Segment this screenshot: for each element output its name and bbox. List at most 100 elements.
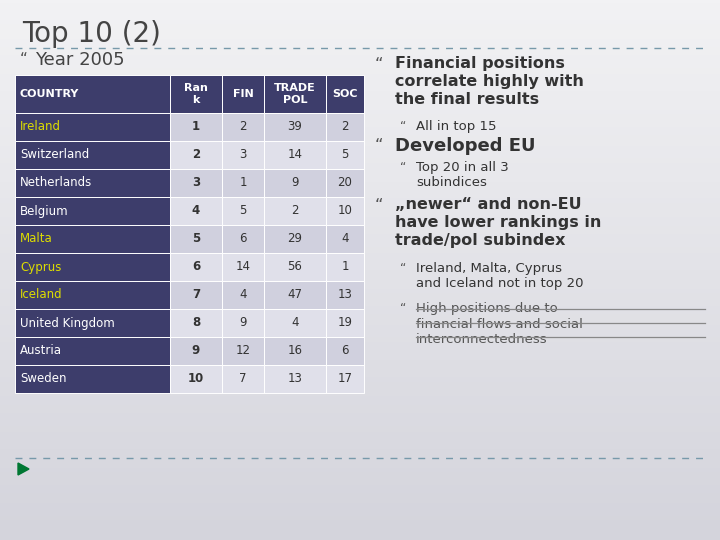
Bar: [264, 169, 326, 197]
Bar: [264, 141, 326, 169]
Text: Netherlands: Netherlands: [20, 177, 92, 190]
Text: 47: 47: [287, 288, 302, 301]
Bar: [264, 281, 326, 309]
Bar: [222, 281, 264, 309]
Bar: [170, 253, 222, 281]
Bar: [15, 281, 170, 309]
Bar: [326, 197, 364, 225]
Text: 9: 9: [292, 177, 299, 190]
Text: 7: 7: [192, 288, 200, 301]
Bar: [264, 113, 326, 141]
Text: 2: 2: [192, 148, 200, 161]
Text: 5: 5: [192, 233, 200, 246]
Bar: [170, 197, 222, 225]
Text: 17: 17: [338, 373, 353, 386]
Text: United Kingdom: United Kingdom: [20, 316, 114, 329]
Text: Switzerland: Switzerland: [20, 148, 89, 161]
Bar: [170, 75, 222, 113]
Text: Iceland: Iceland: [20, 288, 63, 301]
Bar: [326, 253, 364, 281]
Text: “: “: [400, 262, 406, 275]
Bar: [15, 337, 170, 365]
Text: 56: 56: [287, 260, 302, 273]
Bar: [222, 309, 264, 337]
Text: 6: 6: [192, 260, 200, 273]
Bar: [222, 141, 264, 169]
Text: 1: 1: [192, 120, 200, 133]
Bar: [326, 225, 364, 253]
Bar: [264, 337, 326, 365]
Text: “: “: [400, 302, 406, 315]
Text: 12: 12: [235, 345, 251, 357]
Text: 1: 1: [239, 177, 247, 190]
Text: “: “: [375, 56, 384, 74]
Bar: [222, 253, 264, 281]
Text: High positions due to
financial flows and social
interconnectedness: High positions due to financial flows an…: [416, 302, 583, 346]
Bar: [264, 253, 326, 281]
Text: 7: 7: [239, 373, 247, 386]
Text: 4: 4: [341, 233, 348, 246]
Text: Ireland, Malta, Cyprus
and Iceland not in top 20: Ireland, Malta, Cyprus and Iceland not i…: [416, 262, 583, 291]
Bar: [326, 113, 364, 141]
Text: FIN: FIN: [233, 89, 253, 99]
Bar: [15, 197, 170, 225]
Text: Austria: Austria: [20, 345, 62, 357]
Text: TRADE
POL: TRADE POL: [274, 83, 316, 105]
Text: All in top 15: All in top 15: [416, 120, 497, 133]
Text: SOC: SOC: [332, 89, 358, 99]
Text: COUNTRY: COUNTRY: [20, 89, 79, 99]
Text: 8: 8: [192, 316, 200, 329]
Bar: [264, 197, 326, 225]
Text: “: “: [375, 197, 384, 215]
Text: 4: 4: [239, 288, 247, 301]
Bar: [170, 141, 222, 169]
Bar: [15, 141, 170, 169]
Bar: [222, 113, 264, 141]
Text: 10: 10: [338, 205, 352, 218]
Bar: [170, 337, 222, 365]
Bar: [264, 75, 326, 113]
Text: 39: 39: [287, 120, 302, 133]
Bar: [15, 113, 170, 141]
Bar: [264, 225, 326, 253]
Text: 9: 9: [239, 316, 247, 329]
Text: Belgium: Belgium: [20, 205, 68, 218]
Bar: [326, 75, 364, 113]
Text: 19: 19: [338, 316, 353, 329]
Text: 3: 3: [192, 177, 200, 190]
Text: “: “: [400, 120, 406, 133]
Text: Ireland: Ireland: [20, 120, 61, 133]
Bar: [264, 309, 326, 337]
Text: 3: 3: [239, 148, 247, 161]
Text: „newer“ and non-EU
have lower rankings in
trade/pol subindex: „newer“ and non-EU have lower rankings i…: [395, 197, 601, 248]
Bar: [170, 365, 222, 393]
Text: Top 20 in all 3
subindices: Top 20 in all 3 subindices: [416, 161, 509, 190]
Bar: [170, 225, 222, 253]
Text: 16: 16: [287, 345, 302, 357]
Bar: [170, 281, 222, 309]
Text: Year 2005: Year 2005: [35, 51, 125, 69]
Bar: [222, 169, 264, 197]
Bar: [15, 365, 170, 393]
Text: 2: 2: [341, 120, 348, 133]
Bar: [264, 365, 326, 393]
Text: 29: 29: [287, 233, 302, 246]
Bar: [15, 75, 170, 113]
Text: 4: 4: [292, 316, 299, 329]
Text: 2: 2: [292, 205, 299, 218]
Bar: [222, 197, 264, 225]
Bar: [326, 309, 364, 337]
Bar: [326, 169, 364, 197]
Bar: [326, 141, 364, 169]
Bar: [170, 169, 222, 197]
Bar: [15, 309, 170, 337]
Bar: [222, 75, 264, 113]
Text: 14: 14: [235, 260, 251, 273]
Text: 13: 13: [287, 373, 302, 386]
Text: Developed EU: Developed EU: [395, 137, 536, 155]
Bar: [326, 337, 364, 365]
Text: 6: 6: [341, 345, 348, 357]
Text: 9: 9: [192, 345, 200, 357]
Text: 5: 5: [239, 205, 247, 218]
Text: 4: 4: [192, 205, 200, 218]
